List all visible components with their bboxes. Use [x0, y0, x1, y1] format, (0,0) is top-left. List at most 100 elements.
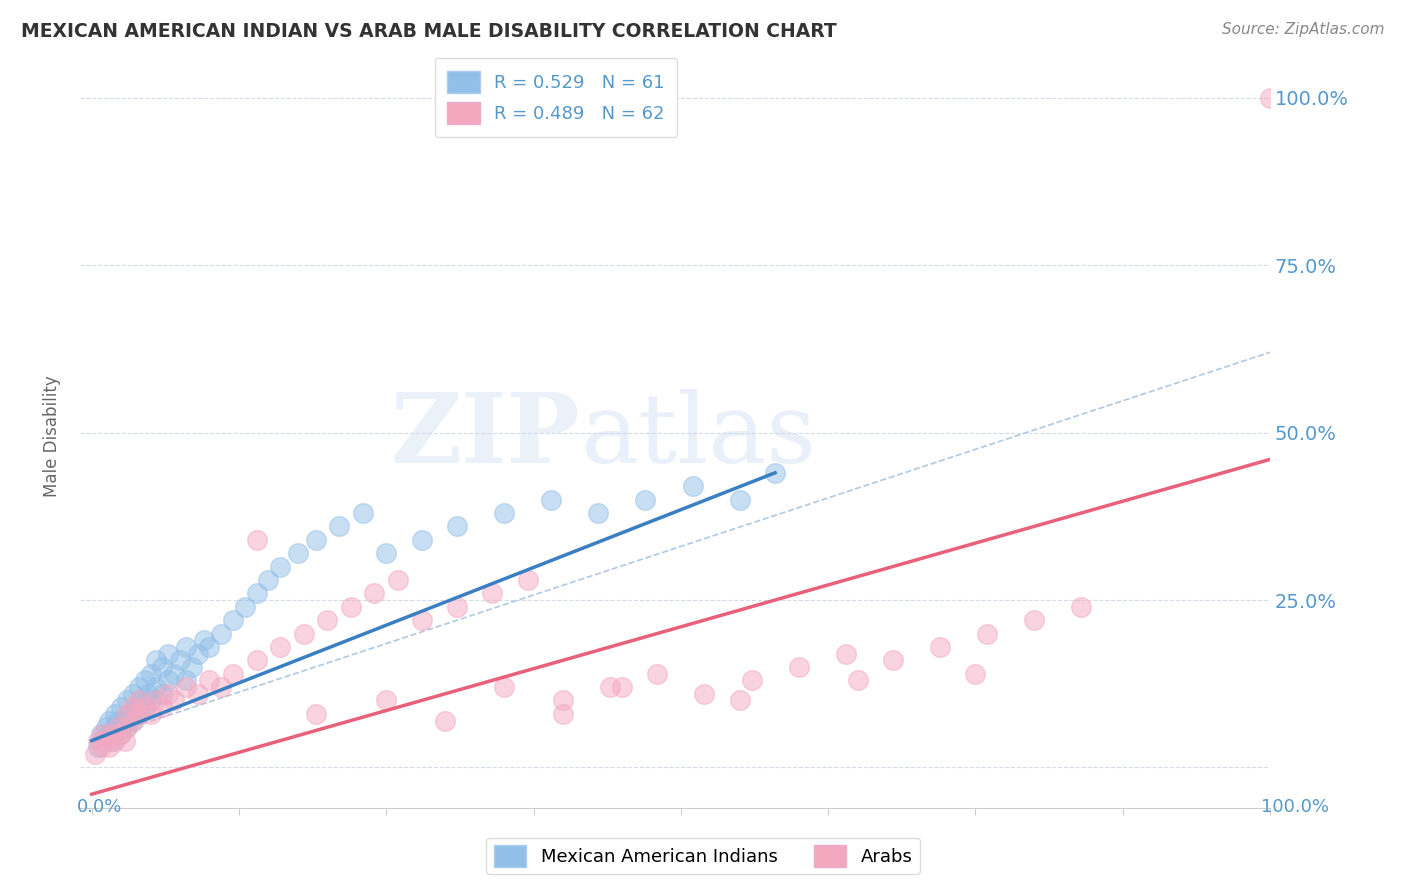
Point [180, 660, 202, 674]
Point [222, 666, 245, 681]
Point [292, 626, 315, 640]
Point [233, 599, 256, 614]
Point [157, 673, 180, 688]
Point [494, 506, 516, 520]
Point [93, 733, 115, 747]
Point [645, 666, 668, 681]
Point [328, 519, 350, 533]
Point [90, 727, 112, 741]
Point [882, 653, 904, 667]
Point [929, 640, 952, 654]
Point [107, 720, 129, 734]
Point [104, 720, 127, 734]
Point [94, 733, 117, 747]
Point [157, 687, 180, 701]
Text: 0.0%: 0.0% [77, 798, 122, 816]
Point [340, 599, 363, 614]
Point [209, 626, 232, 640]
Point [122, 714, 145, 728]
Legend: R = 0.529   N = 61, R = 0.489   N = 62: R = 0.529 N = 61, R = 0.489 N = 62 [434, 59, 678, 136]
Point [304, 533, 326, 547]
Point [86, 740, 108, 755]
Point [363, 586, 385, 600]
Point [304, 706, 326, 721]
Point [169, 653, 191, 667]
Point [122, 687, 145, 701]
Point [693, 687, 716, 701]
Point [90, 740, 112, 755]
Point [222, 613, 245, 627]
Point [98, 740, 121, 755]
Point [115, 706, 138, 721]
Point [128, 680, 150, 694]
Point [246, 533, 269, 547]
Point [1258, 91, 1281, 105]
Point [846, 673, 869, 688]
Point [540, 492, 562, 507]
Point [246, 586, 269, 600]
Point [976, 626, 998, 640]
Point [599, 680, 621, 694]
Point [269, 559, 291, 574]
Point [122, 700, 145, 714]
Point [588, 506, 610, 520]
Point [387, 573, 409, 587]
Point [115, 720, 138, 734]
Point [494, 680, 516, 694]
Point [150, 687, 173, 701]
Point [316, 613, 339, 627]
Point [1024, 613, 1046, 627]
Point [139, 693, 162, 707]
Point [446, 599, 468, 614]
Point [150, 700, 173, 714]
Point [551, 693, 574, 707]
Point [104, 706, 127, 721]
Point [114, 714, 136, 728]
Point [193, 633, 215, 648]
Point [107, 714, 129, 728]
Point [551, 706, 574, 721]
Point [763, 466, 786, 480]
Text: ZIP: ZIP [391, 389, 579, 483]
Point [110, 727, 132, 741]
Point [728, 492, 751, 507]
Point [145, 680, 167, 694]
Point [682, 479, 704, 493]
Point [104, 733, 127, 747]
Point [110, 727, 132, 741]
Point [98, 727, 121, 741]
Point [634, 492, 657, 507]
Text: 100.0%: 100.0% [1261, 798, 1329, 816]
Point [257, 573, 280, 587]
Point [129, 693, 152, 707]
Point [145, 693, 167, 707]
Point [411, 613, 433, 627]
Point [1070, 599, 1092, 614]
Legend: Mexican American Indians, Arabs: Mexican American Indians, Arabs [486, 838, 920, 874]
Point [610, 680, 633, 694]
Point [101, 733, 124, 747]
Point [86, 733, 108, 747]
Point [98, 714, 121, 728]
Point [150, 660, 173, 674]
Point [446, 519, 468, 533]
Point [93, 727, 115, 741]
Point [352, 506, 374, 520]
Point [174, 680, 197, 694]
Point [411, 533, 433, 547]
Point [269, 640, 291, 654]
Point [125, 700, 148, 714]
Point [187, 647, 209, 661]
Point [481, 586, 503, 600]
Point [287, 546, 309, 560]
Point [122, 714, 145, 728]
Point [163, 693, 186, 707]
Point [118, 706, 141, 721]
Point [375, 693, 398, 707]
Point [128, 706, 150, 721]
Point [84, 747, 107, 761]
Point [136, 687, 159, 701]
Point [787, 660, 810, 674]
Point [110, 700, 132, 714]
Point [516, 573, 538, 587]
